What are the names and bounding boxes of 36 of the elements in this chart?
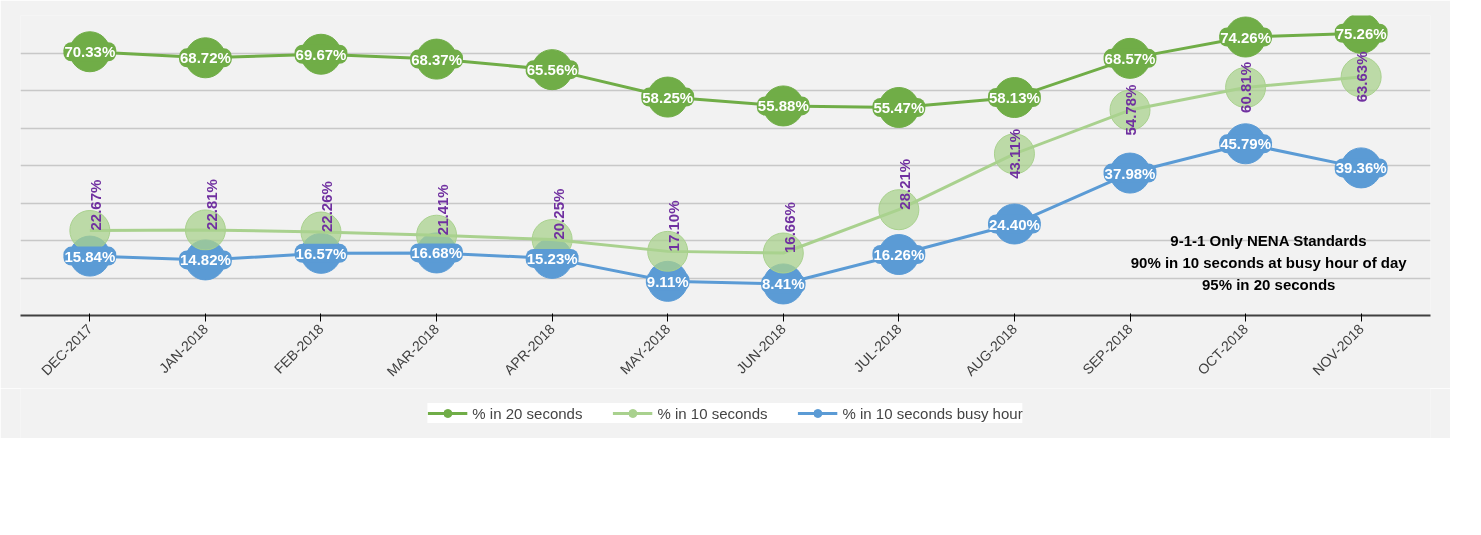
data-label: 9.11%	[646, 272, 689, 290]
data-label: 39.36%	[1335, 159, 1387, 177]
annotation: 9-1-1 Only NENA Standards	[1170, 232, 1367, 249]
annotation: 90% in 10 seconds at busy hour of day	[1130, 254, 1408, 271]
data-label: 60.81%	[1237, 62, 1255, 113]
data-label: 54.78%	[1121, 84, 1139, 136]
data-label: 75.26%	[1335, 24, 1387, 42]
data-label: 21.41%	[434, 184, 452, 236]
data-label: 55.47%	[873, 98, 925, 116]
data-label: 58.13%	[989, 89, 1040, 107]
data-label: 16.68%	[411, 244, 462, 262]
data-label: 16.66%	[780, 202, 798, 254]
data-label: 45.79%	[1220, 135, 1272, 153]
data-label: 43.11%	[1005, 128, 1023, 179]
data-label: 65.56%	[526, 61, 578, 79]
data-label: 8.41%	[762, 275, 805, 293]
data-label: 55.88%	[757, 97, 809, 115]
data-label: 17.10%	[665, 200, 683, 252]
data-label: 28.21%	[896, 158, 914, 210]
data-label: 22.67%	[87, 179, 105, 231]
data-label: 15.23%	[526, 249, 578, 267]
data-label: 24.40%	[989, 215, 1040, 233]
annotation: 95% in 20 seconds	[1202, 276, 1336, 293]
data-label: 16.26%	[873, 246, 925, 264]
data-label: 63.63%	[1352, 51, 1370, 103]
data-label: 22.26%	[318, 181, 336, 233]
data-label: 15.84%	[64, 247, 116, 265]
legend-label: % in 10 seconds busy hour	[842, 403, 1023, 423]
legend-label: % in 20 seconds	[472, 403, 583, 423]
data-label: 22.81%	[202, 179, 220, 230]
data-label: 16.57%	[295, 244, 347, 262]
data-label: 14.82%	[179, 251, 231, 269]
data-label: 20.25%	[549, 188, 567, 240]
legend-label: % in 10 seconds	[657, 403, 768, 423]
data-label: 37.98%	[1104, 164, 1156, 182]
data-label: 68.37%	[411, 50, 462, 68]
